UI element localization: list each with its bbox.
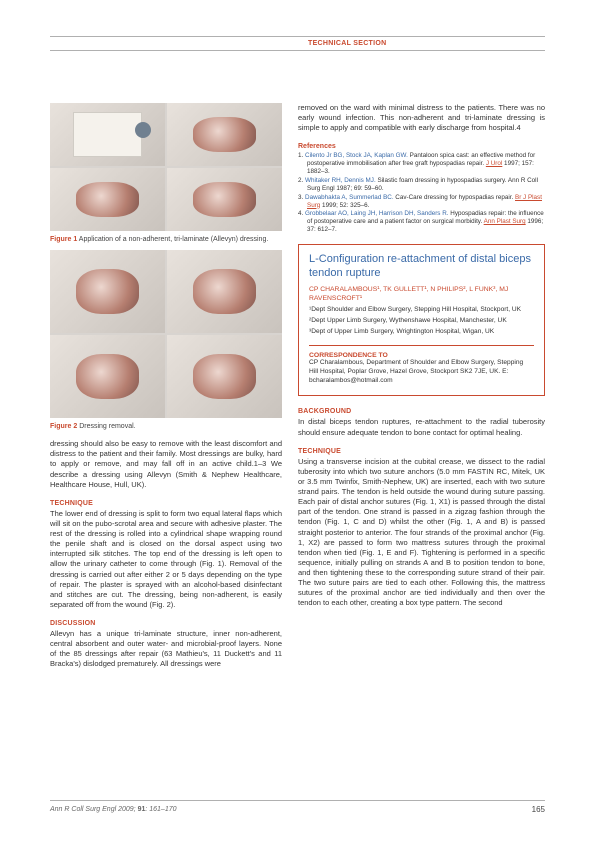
technique-heading-right: TECHNIQUE (298, 448, 545, 455)
affiliation-2: ²Dept Upper Limb Surgery, Wythenshawe Ho… (309, 317, 534, 326)
reference-item: 3. Dawabhakta A, Summerlad BC. Cav-Care … (298, 194, 545, 210)
section-label: TECHNICAL SECTION (308, 40, 545, 47)
discussion-heading: DISCUSSION (50, 620, 282, 627)
affiliation-1: ¹Dept Shoulder and Elbow Surgery, Steppi… (309, 306, 534, 315)
article-box: L-Configuration re-attachment of distal … (298, 244, 545, 397)
background-body: In distal biceps tendon ruptures, re-att… (298, 417, 545, 437)
technique-body-right: Using a transverse incision at the cubit… (298, 457, 545, 609)
technique-heading-left: TECHNIQUE (50, 500, 282, 507)
left-column: Figure 1 Application of a non-adherent, … (50, 103, 282, 670)
figure-2-caption-text: Dressing removal. (79, 423, 135, 430)
footer-rule (50, 800, 545, 801)
correspondence-heading: CORRESPONDENCE TO (309, 345, 534, 359)
header-rule (50, 50, 545, 51)
references-heading: References (298, 143, 545, 150)
page-footer: Ann R Coll Surg Engl 2009; 91: 161–170 1… (50, 800, 545, 814)
reference-item: 2. Whitaker RH, Dennis MJ. Silastic foam… (298, 177, 545, 193)
article-authors: CP CHARALAMBOUS¹, TK GULLETT¹, N PHILIPS… (309, 286, 534, 304)
top-rule (50, 36, 545, 37)
reference-item: 1. Cilento Jr BG, Stock JA, Kaplan GW. P… (298, 152, 545, 176)
page-number: 165 (532, 805, 545, 814)
figure-1-image (50, 103, 282, 231)
background-heading: BACKGROUND (298, 408, 545, 415)
footer-citation: Ann R Coll Surg Engl 2009; 91: 161–170 (50, 806, 177, 813)
right-para-1: removed on the ward with minimal distres… (298, 103, 545, 133)
discussion-body: Allevyn has a unique tri-laminate struct… (50, 629, 282, 670)
figure-2-number: Figure 2 (50, 423, 77, 430)
right-column: removed on the ward with minimal distres… (298, 103, 545, 670)
figure-1-caption-text: Application of a non-adherent, tri-lamin… (79, 236, 269, 243)
affiliation-3: ³Dept of Upper Limb Surgery, Wrightingto… (309, 328, 534, 337)
figure-2-caption: Figure 2 Dressing removal. (50, 422, 282, 431)
correspondence-body: CP Charalambous, Department of Shoulder … (309, 359, 534, 386)
figure-2-image (50, 250, 282, 418)
left-para-1: dressing should also be easy to remove w… (50, 439, 282, 490)
figure-1-number: Figure 1 (50, 236, 77, 243)
page-root: TECHNICAL SECTION Figure 1 Application o… (0, 0, 595, 700)
technique-body-left: The lower end of dressing is split to fo… (50, 509, 282, 610)
figure-1-caption: Figure 1 Application of a non-adherent, … (50, 235, 282, 244)
reference-item: 4. Grobbelaar AO, Laing JH, Harrison DH,… (298, 210, 545, 234)
references-list: 1. Cilento Jr BG, Stock JA, Kaplan GW. P… (298, 152, 545, 234)
columns: Figure 1 Application of a non-adherent, … (50, 103, 545, 670)
article-title: L-Configuration re-attachment of distal … (309, 253, 534, 281)
